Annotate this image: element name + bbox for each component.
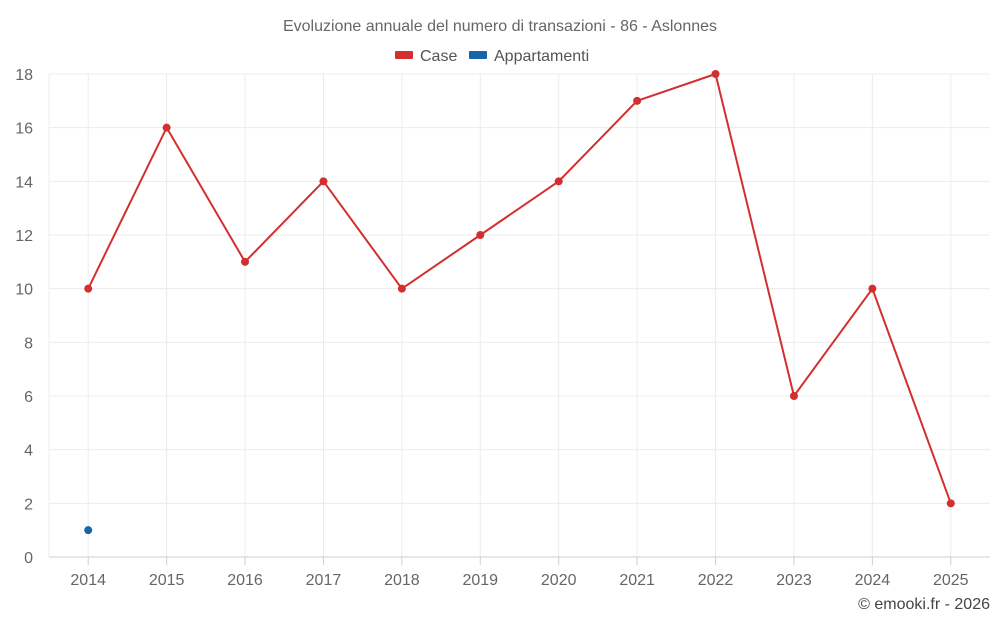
x-tick-label: 2024 xyxy=(855,572,891,589)
data-point-case[interactable] xyxy=(241,257,250,266)
data-point-case[interactable] xyxy=(84,284,93,293)
credit-text: © emooki.fr - 2026 xyxy=(858,596,990,613)
y-tick-label: 6 xyxy=(24,389,33,406)
x-tick-label: 2019 xyxy=(462,572,498,589)
x-tick-label: 2021 xyxy=(619,572,655,589)
x-tick-label: 2017 xyxy=(306,572,342,589)
y-tick-label: 18 xyxy=(15,67,33,84)
legend-label-appartamenti: Appartamenti xyxy=(494,48,589,65)
gridlines xyxy=(48,73,990,558)
data-point-case[interactable] xyxy=(633,96,642,105)
data-point-case[interactable] xyxy=(946,499,955,508)
x-tick-label: 2014 xyxy=(70,572,106,589)
y-tick-label: 10 xyxy=(15,282,33,299)
data-point-case[interactable] xyxy=(319,177,328,186)
data-point-case[interactable] xyxy=(711,70,720,78)
legend-label-case: Case xyxy=(420,48,457,65)
data-point-case[interactable] xyxy=(162,123,171,132)
y-tick-label: 0 xyxy=(24,550,33,567)
chart-title: Evoluzione annuale del numero di transaz… xyxy=(283,18,717,35)
legend-item-appartamenti[interactable]: Appartamenti xyxy=(469,48,589,65)
data-point-appartamenti[interactable] xyxy=(84,526,93,535)
legend[interactable]: Case Appartamenti xyxy=(395,48,589,65)
x-axis: 2014 2015 2016 2017 2018 2019 2020 2021 2022 2023… xyxy=(49,556,990,589)
data-point-case[interactable] xyxy=(789,392,798,400)
y-tick-label: 14 xyxy=(15,174,33,191)
data-point-case[interactable] xyxy=(476,231,485,239)
x-tick-label: 2020 xyxy=(541,572,577,589)
x-tick-label: 2022 xyxy=(698,572,734,589)
y-tick-label: 4 xyxy=(24,443,33,460)
y-tick-label: 8 xyxy=(24,335,33,352)
legend-swatch-appartamenti xyxy=(469,51,487,59)
data-point-case[interactable] xyxy=(554,177,563,186)
y-tick-label: 16 xyxy=(15,121,33,138)
y-axis: 0 2 4 6 8 10 12 14 16 18 xyxy=(15,67,33,567)
y-tick-label: 12 xyxy=(15,228,33,245)
x-tick-label: 2015 xyxy=(149,572,185,589)
legend-swatch-case xyxy=(395,51,413,59)
data-point-case[interactable] xyxy=(397,284,406,293)
series xyxy=(84,70,955,535)
x-tick-label: 2018 xyxy=(384,572,420,589)
x-tick-label: 2016 xyxy=(227,572,263,589)
x-tick-label: 2023 xyxy=(776,572,812,589)
series-line-case xyxy=(87,73,952,504)
y-tick-label: 2 xyxy=(24,496,33,513)
legend-item-case[interactable]: Case xyxy=(395,48,457,65)
data-point-case[interactable] xyxy=(868,284,877,293)
x-tick-label: 2025 xyxy=(933,572,969,589)
